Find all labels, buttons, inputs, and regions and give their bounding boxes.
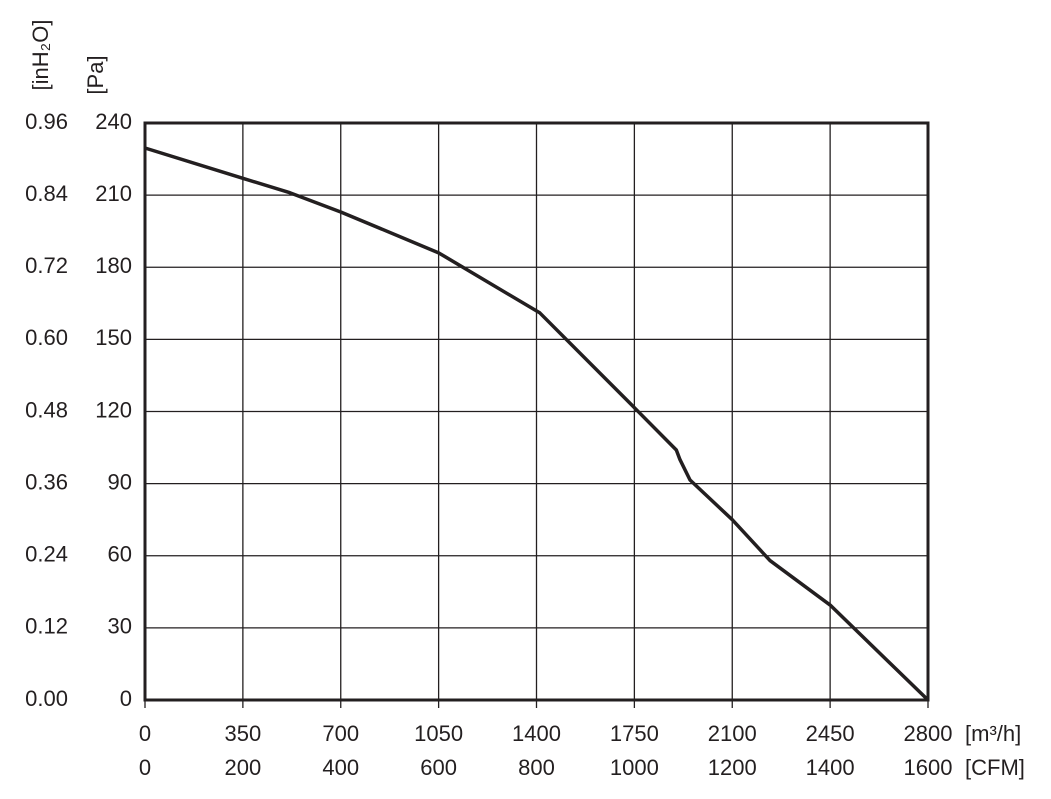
x2-tick-label: 1600 <box>904 755 953 780</box>
x-tick-label: 1750 <box>610 721 659 746</box>
y-tick-label: 180 <box>95 253 132 278</box>
x2-tick-label: 0 <box>139 755 151 780</box>
y-tick-label: 90 <box>108 469 132 494</box>
x2-axis-label: [CFM] <box>965 755 1025 780</box>
x-tick-label: 2450 <box>806 721 855 746</box>
x-tick-label: 2100 <box>708 721 757 746</box>
x-tick-label: 1050 <box>414 721 463 746</box>
y-tick-label: 120 <box>95 397 132 422</box>
x-tick-label: 0 <box>139 721 151 746</box>
y-tick-label: 240 <box>95 109 132 134</box>
y-tick-label: 60 <box>108 542 132 567</box>
y-tick-label: 30 <box>108 614 132 639</box>
x2-tick-label: 600 <box>420 755 457 780</box>
y2-axis-label: [inH₂O] <box>28 20 53 91</box>
x-axis-label: [m³/h] <box>965 721 1021 746</box>
y2-tick-label: 0.84 <box>25 181 68 206</box>
y-axis-label: [Pa] <box>83 55 108 94</box>
curve <box>144 146 930 702</box>
y2-tick-label: 0.48 <box>25 397 68 422</box>
y2-tick-label: 0.96 <box>25 109 68 134</box>
x2-tick-label: 1000 <box>610 755 659 780</box>
y2-tick-label: 0.60 <box>25 325 68 350</box>
y-tick-label: 0 <box>120 686 132 711</box>
x2-tick-label: 1200 <box>708 755 757 780</box>
plot-frame <box>143 121 930 702</box>
x-tick-label: 2800 <box>904 721 953 746</box>
x2-tick-label: 400 <box>322 755 359 780</box>
x-tick-label: 700 <box>322 721 359 746</box>
y-tick-label: 150 <box>95 325 132 350</box>
y2-tick-label: 0.36 <box>25 469 68 494</box>
y2-tick-label: 0.12 <box>25 614 68 639</box>
x-tick-label: 350 <box>225 721 262 746</box>
x2-tick-label: 1400 <box>806 755 855 780</box>
x2-tick-label: 200 <box>225 755 262 780</box>
y2-tick-label: 0.00 <box>25 686 68 711</box>
x-tick-label: 1400 <box>512 721 561 746</box>
x2-tick-label: 800 <box>518 755 555 780</box>
y2-tick-label: 0.24 <box>25 542 68 567</box>
y-tick-label: 210 <box>95 181 132 206</box>
y2-tick-label: 0.72 <box>25 253 68 278</box>
